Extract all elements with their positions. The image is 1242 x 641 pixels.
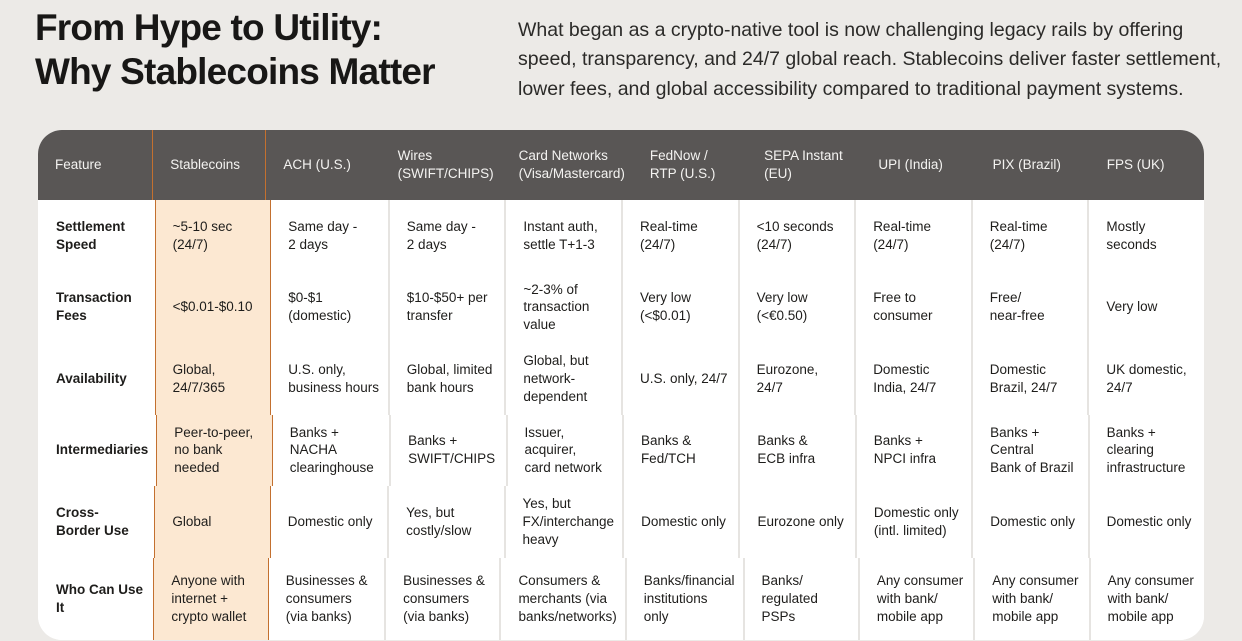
table-cell: Real-time (24/7) <box>854 200 971 272</box>
table-cell: Any consumer with bank/ mobile app <box>1088 557 1204 640</box>
table-cell: ~2-3% of transaction value <box>504 271 621 343</box>
page-title: From Hype to Utility: Why Stablecoins Mat… <box>35 6 436 95</box>
table-cell: Domestic only (intl. limited) <box>854 486 971 558</box>
column-header-feature: Feature <box>55 157 102 173</box>
table-cell: Banks & ECB infra <box>738 414 854 486</box>
row-feature-label: Intermediaries <box>56 442 149 458</box>
row-feature-label: Who Can Use It <box>56 581 144 615</box>
column-header-fps-uk: FPS (UK) <box>1106 157 1165 173</box>
table-row-intermediaries: Intermediaries Peer-to-peer, no bank need… <box>38 414 1204 486</box>
table-cell: Global, 24/7/365 <box>154 343 272 415</box>
table-row-cross-border-use: Cross- Border Use Global Domestic only Yes,… <box>38 486 1204 558</box>
table-row-settlement-speed: Settlement Speed ~5-10 sec (24/7) Same day… <box>38 200 1204 272</box>
column-header-ach-u-s: ACH (U.S.) <box>283 157 351 173</box>
table-cell: Domestic Brazil, 24/7 <box>970 343 1088 415</box>
table-cell: Domestic only <box>622 486 738 558</box>
table-cell: $0-$1 (domestic) <box>288 290 352 324</box>
page-title-line1: From Hype to Utility: <box>35 7 383 48</box>
table-cell: Banks & Fed/TCH <box>621 414 738 486</box>
row-feature-label: Availability <box>56 370 127 386</box>
table-cell: Domestic India, 24/7 <box>854 343 971 415</box>
table-cell: Real-time (24/7) <box>620 200 738 272</box>
table-cell: Real-time (24/7) <box>970 200 1088 272</box>
table-cell: Free/ near-free <box>970 271 1088 343</box>
table-cell: UK domestic, 24/7 <box>1087 343 1204 415</box>
table-cell: $10-$50+ per transfer <box>387 271 505 343</box>
table-cell: Mostly seconds <box>1087 200 1204 272</box>
table-cell: Businesses & consumers (via banks) <box>384 557 499 640</box>
column-header-upi-india: UPI (India) <box>878 157 943 173</box>
column-header-card-networks: Card Networks (Visa/Mastercard) <box>518 148 625 181</box>
table-body: Settlement Speed ~5-10 sec (24/7) Same day… <box>38 200 1204 640</box>
hero-section: From Hype to Utility: Why Stablecoins Mat… <box>0 0 1242 130</box>
table-cell: Banks/ regulated PSPs <box>742 557 858 640</box>
table-cell: Global <box>154 486 271 558</box>
table-cell: Anyone with internet + crypto wallet <box>153 557 269 640</box>
table-cell: Domestic only <box>1087 486 1204 558</box>
table-cell: ~5-10 sec (24/7) <box>154 200 272 272</box>
column-header-wires: Wires (SWIFT/CHIPS) <box>397 148 494 181</box>
table-cell: U.S. only, 24/7 <box>620 343 738 415</box>
table-cell: Banks/financial institutions only <box>624 557 743 640</box>
table-cell: Very low (<$0.01) <box>620 271 738 343</box>
column-header-sepa-instant: SEPA Instant (EU) <box>764 148 843 181</box>
table-cell: Domestic only <box>971 486 1087 558</box>
row-feature-label: Transaction Fees <box>56 290 132 324</box>
page-title-line2: Why Stablecoins Matter <box>35 51 436 93</box>
table-cell: Banks + clearing infrastructure <box>1087 414 1204 486</box>
row-feature-label: Cross- Border Use <box>56 504 129 538</box>
row-feature-label: Settlement Speed <box>56 218 126 252</box>
table-cell: Banks + SWIFT/CHIPS <box>389 414 505 486</box>
table-cell: Businesses & consumers (via banks) <box>285 573 368 624</box>
table-cell: Same day - 2 days <box>288 218 358 252</box>
table-cell: Banks + NACHA clearinghouse <box>289 424 374 476</box>
table-cell: Domestic only <box>287 513 373 529</box>
table-cell: Consumers & merchants (via banks/network… <box>499 557 624 640</box>
table-row-availability: Availability Global, 24/7/365 U.S. only, b… <box>38 343 1204 415</box>
table-row-who-can-use-it: Who Can Use It Anyone with internet + cry… <box>38 557 1204 640</box>
column-header-fednow: FedNow / RTP (U.S.) <box>649 148 716 181</box>
table-cell: Yes, but costly/slow <box>387 486 503 558</box>
table-cell: Global, limited bank hours <box>387 343 505 415</box>
table-cell: <$0.01-$0.10 <box>154 271 272 343</box>
table-cell: U.S. only, business hours <box>288 361 379 395</box>
comparison-table: Feature Stablecoins ACH (U.S.) Wires (SWIFT… <box>38 130 1204 640</box>
table-cell: Instant auth, settle T+1-3 <box>504 200 621 272</box>
table-cell: Yes, but FX/interchange heavy <box>503 486 623 558</box>
table-cell: Same day - 2 days <box>387 200 505 272</box>
table-cell: Free to consumer <box>854 271 971 343</box>
table-cell: <10 seconds (24/7) <box>737 200 855 272</box>
column-header-stablecoins: Stablecoins <box>152 130 267 200</box>
table-cell: Peer-to-peer, no bank needed <box>156 414 273 486</box>
column-header-pix-brazil: PIX (Brazil) <box>992 157 1061 173</box>
table-header-row: Feature Stablecoins ACH (U.S.) Wires (SWIFT… <box>38 130 1204 200</box>
table-row-transaction-fees: Transaction Fees <$0.01-$0.10 $0-$1 (domes… <box>38 271 1204 343</box>
table-cell: Very low (<€0.50) <box>737 271 855 343</box>
table-cell: Any consumer with bank/ mobile app <box>973 557 1088 640</box>
table-cell: Very low <box>1087 271 1204 343</box>
table-cell: Banks + Central Bank of Brazil <box>971 414 1087 486</box>
table-cell: Eurozone, 24/7 <box>737 343 855 415</box>
page-subtitle: What began as a crypto-native tool is no… <box>518 19 1222 100</box>
table-cell: Banks + NPCI infra <box>854 414 971 486</box>
table-cell: Eurozone only <box>738 486 854 558</box>
table-cell: Any consumer with bank/ mobile app <box>857 557 973 640</box>
table-cell: Issuer, acquirer, card network <box>505 414 622 486</box>
table-cell: Global, but network-dependent <box>504 343 621 415</box>
